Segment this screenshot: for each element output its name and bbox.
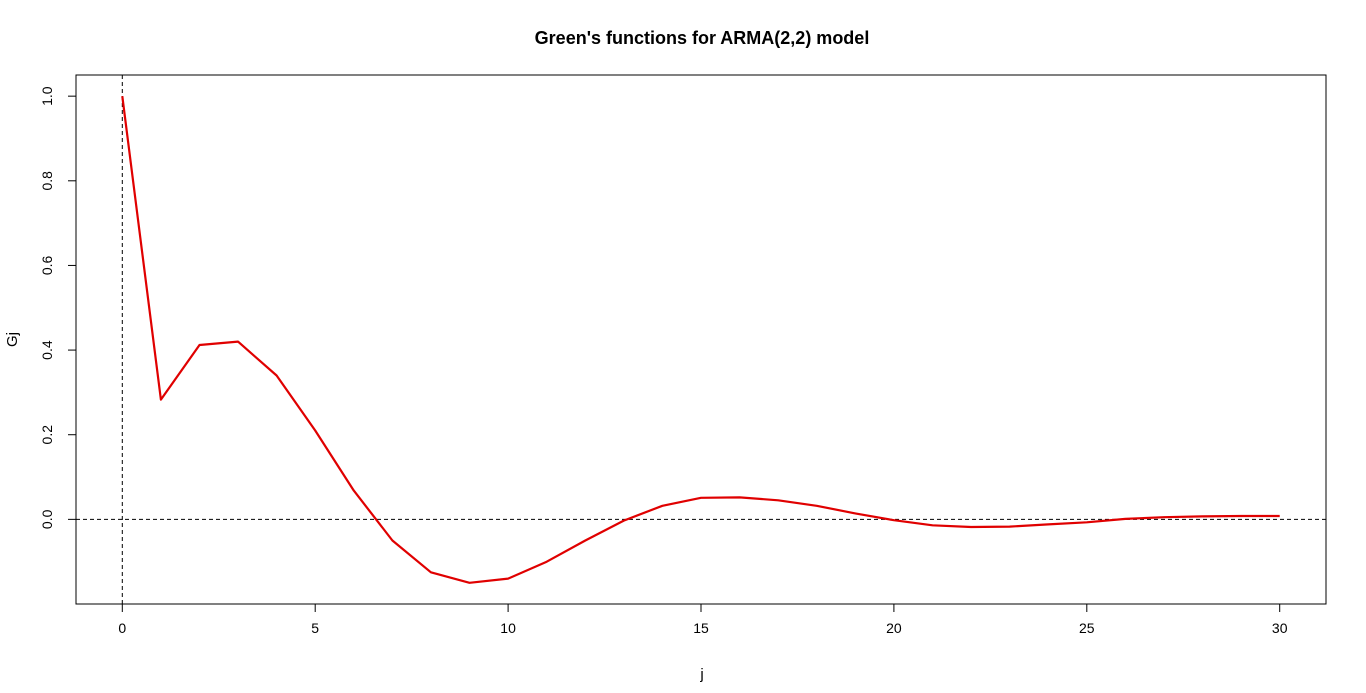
series-line (121, 96, 1280, 584)
y-tick-label: 0.8 (39, 171, 55, 191)
y-axis-label: Gj (4, 332, 21, 347)
x-tick-label: 0 (118, 620, 126, 636)
plot-frame (75, 74, 1327, 605)
y-tick-label: 0.6 (39, 255, 55, 275)
y-tick-label: 0.2 (39, 425, 55, 445)
y-tick-label: 0.0 (39, 509, 55, 529)
chart-title: Green's functions for ARMA(2,2) model (535, 28, 870, 48)
x-tick-label: 10 (500, 620, 516, 636)
x-axis-label: j (699, 666, 703, 683)
x-tick-label: 5 (311, 620, 319, 636)
x-tick-label: 30 (1272, 620, 1288, 636)
x-tick-label: 20 (886, 620, 902, 636)
y-tick-label: 0.4 (39, 340, 55, 360)
y-tick-label: 1.0 (39, 86, 55, 106)
x-tick-label: 25 (1079, 620, 1095, 636)
x-tick-label: 15 (693, 620, 709, 636)
